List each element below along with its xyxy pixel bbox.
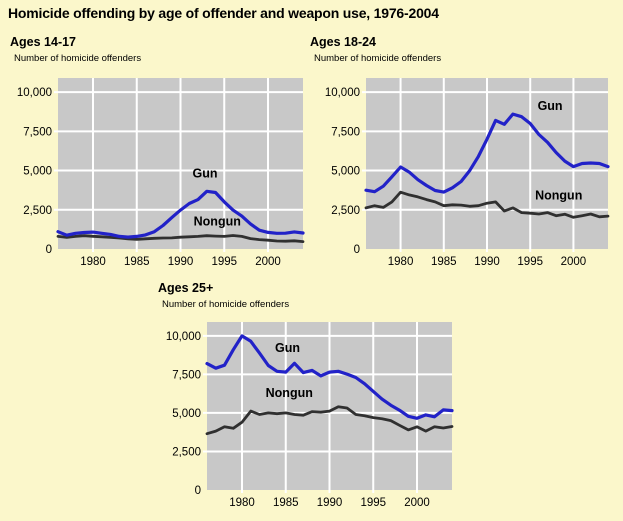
chart-y-axis-title: Number of homicide offenders xyxy=(162,299,290,310)
nongun-series-label: Nongun xyxy=(535,189,582,203)
y-tick-label: 5,000 xyxy=(172,408,201,420)
x-tick-label: 1995 xyxy=(517,256,543,268)
y-tick-label: 10,000 xyxy=(17,87,52,99)
y-tick-label: 0 xyxy=(195,485,201,497)
x-tick-label: 1990 xyxy=(317,497,343,509)
x-tick-label: 1990 xyxy=(168,256,194,268)
chart-title: Ages 14-17 xyxy=(10,35,77,49)
x-tick-label: 1980 xyxy=(80,256,106,268)
y-tick-label: 5,000 xyxy=(23,166,52,178)
y-tick-label: 0 xyxy=(354,244,360,256)
y-tick-label: 5,000 xyxy=(331,166,360,178)
y-tick-label: 2,500 xyxy=(331,205,360,217)
nongun-line xyxy=(205,405,454,436)
nongun-series-label: Nongun xyxy=(266,386,313,400)
x-tick-label: 1990 xyxy=(474,256,500,268)
gun-series-label: Gun xyxy=(275,341,300,355)
x-tick-label: 2000 xyxy=(561,256,587,268)
line-plot: Nongun Gun 0 2,500 5,000 7,500 10,000 1980 1985 1… xyxy=(166,322,454,509)
nongun-line xyxy=(56,234,305,244)
x-tick-label: 2000 xyxy=(404,497,430,509)
gun-line xyxy=(364,112,610,194)
chart-title: Ages 18-24 xyxy=(310,35,377,49)
x-tick-label: 1985 xyxy=(124,256,150,268)
chart-y-axis-title: Number of homicide offenders xyxy=(14,53,142,64)
x-tick-label: 1985 xyxy=(431,256,457,268)
gun-line xyxy=(205,334,454,420)
line-plot: Nongun Gun 0 2,500 5,000 7,500 10,000 1980 1985 1… xyxy=(325,78,610,268)
y-tick-label: 2,500 xyxy=(172,446,201,458)
y-tick-label: 0 xyxy=(46,244,52,256)
y-tick-label: 10,000 xyxy=(166,331,201,343)
x-tick-label: 1980 xyxy=(388,256,414,268)
x-tick-label: 2000 xyxy=(255,256,281,268)
y-tick-label: 10,000 xyxy=(325,87,360,99)
x-tick-label: 1985 xyxy=(273,497,299,509)
gun-series-label: Gun xyxy=(193,167,218,181)
figure-title: Homicide offending by age of offender an… xyxy=(8,5,439,21)
gun-series-label: Gun xyxy=(538,99,563,113)
chart-y-axis-title: Number of homicide offenders xyxy=(314,53,442,64)
y-tick-label: 7,500 xyxy=(23,126,52,138)
y-tick-label: 7,500 xyxy=(331,126,360,138)
x-tick-label: 1995 xyxy=(360,497,386,509)
y-tick-label: 7,500 xyxy=(172,369,201,381)
line-plot: Nongun Gun 0 2,500 5,000 7,500 10,000 1980 1985 1… xyxy=(17,78,305,268)
y-tick-label: 2,500 xyxy=(23,205,52,217)
chart-title: Ages 25+ xyxy=(158,281,214,295)
x-tick-label: 1980 xyxy=(229,497,255,509)
x-tick-label: 1995 xyxy=(211,256,237,268)
nongun-series-label: Nongun xyxy=(194,214,241,228)
gun-line xyxy=(56,189,305,239)
nongun-line xyxy=(364,190,610,219)
